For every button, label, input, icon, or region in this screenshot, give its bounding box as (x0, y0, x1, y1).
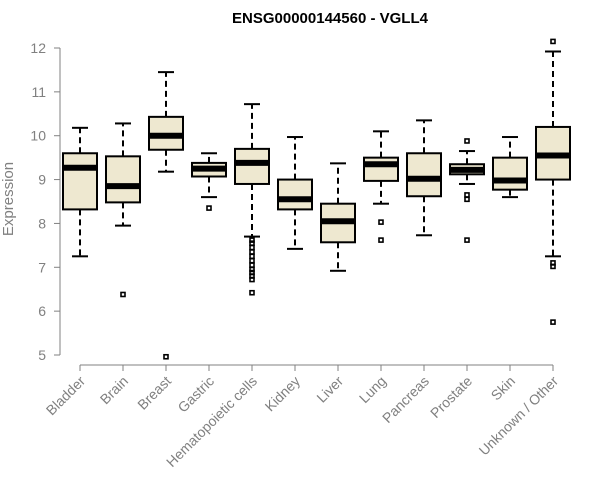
outlier-point (249, 257, 255, 264)
category-label: Kidney (262, 373, 304, 415)
outlier-point (378, 237, 384, 243)
box-group (191, 152, 227, 211)
outlier-point (464, 192, 470, 198)
box-group (320, 162, 356, 272)
outlier-point (249, 240, 255, 246)
category-label: Liver (313, 373, 346, 406)
box-iqr (234, 147, 270, 185)
box-group (277, 136, 313, 250)
category-label: Lung (356, 373, 389, 406)
box-iqr (492, 156, 528, 191)
box-group (105, 122, 141, 298)
box-iqr (406, 152, 442, 198)
box-group (148, 71, 184, 360)
category-label: Pancreas (379, 373, 432, 426)
outlier-point (206, 205, 212, 211)
y-tick-label: 8 (38, 215, 46, 231)
box-iqr (62, 152, 98, 211)
box-group (492, 136, 528, 199)
category-label: Unknown / Other (476, 373, 562, 459)
y-tick-label: 10 (30, 128, 46, 144)
outlier-point (550, 263, 556, 270)
outlier-point (464, 196, 470, 203)
outlier-point (163, 353, 169, 360)
box-group (234, 103, 270, 296)
category-label: Skin (488, 373, 519, 404)
chart-title: ENSG00000144560 - VGLL4 (232, 10, 429, 27)
y-tick-label: 6 (38, 303, 46, 319)
box-group (363, 130, 399, 243)
y-tick-label: 9 (38, 172, 46, 188)
y-tick-label: 11 (31, 84, 46, 100)
box-group (449, 138, 485, 243)
box-iqr (363, 156, 399, 182)
category-label: Prostate (427, 373, 475, 421)
outlier-point (464, 237, 470, 243)
category-label: Breast (134, 373, 174, 413)
box-iqr (105, 155, 141, 204)
plot-layer (62, 38, 571, 360)
outlier-point (249, 266, 255, 273)
outlier-point (249, 249, 255, 255)
outlier-point (249, 262, 255, 268)
outlier-point (464, 138, 470, 144)
y-tick-label: 12 (30, 40, 46, 56)
outlier-point (378, 219, 384, 225)
category-label: Brain (97, 373, 131, 407)
box-group (62, 126, 98, 258)
y-tick-label: 7 (38, 259, 46, 275)
category-label: Gastric (174, 373, 217, 416)
outlier-point (249, 289, 255, 296)
outlier-point (120, 291, 126, 298)
outlier-point (249, 237, 255, 243)
y-axis-title: Expression (0, 162, 17, 236)
box-iqr (277, 178, 313, 211)
box-group (535, 38, 571, 325)
outlier-point (249, 253, 255, 260)
outlier-point (550, 38, 556, 45)
outlier-point (249, 244, 255, 251)
y-tick-label: 5 (38, 347, 46, 363)
outlier-point (550, 319, 556, 325)
category-label: Bladder (43, 373, 89, 419)
box-group (406, 119, 442, 237)
axis-layer: 5 6 7 8 9 10 11 12 (30, 40, 554, 371)
outlier-point (249, 276, 255, 283)
